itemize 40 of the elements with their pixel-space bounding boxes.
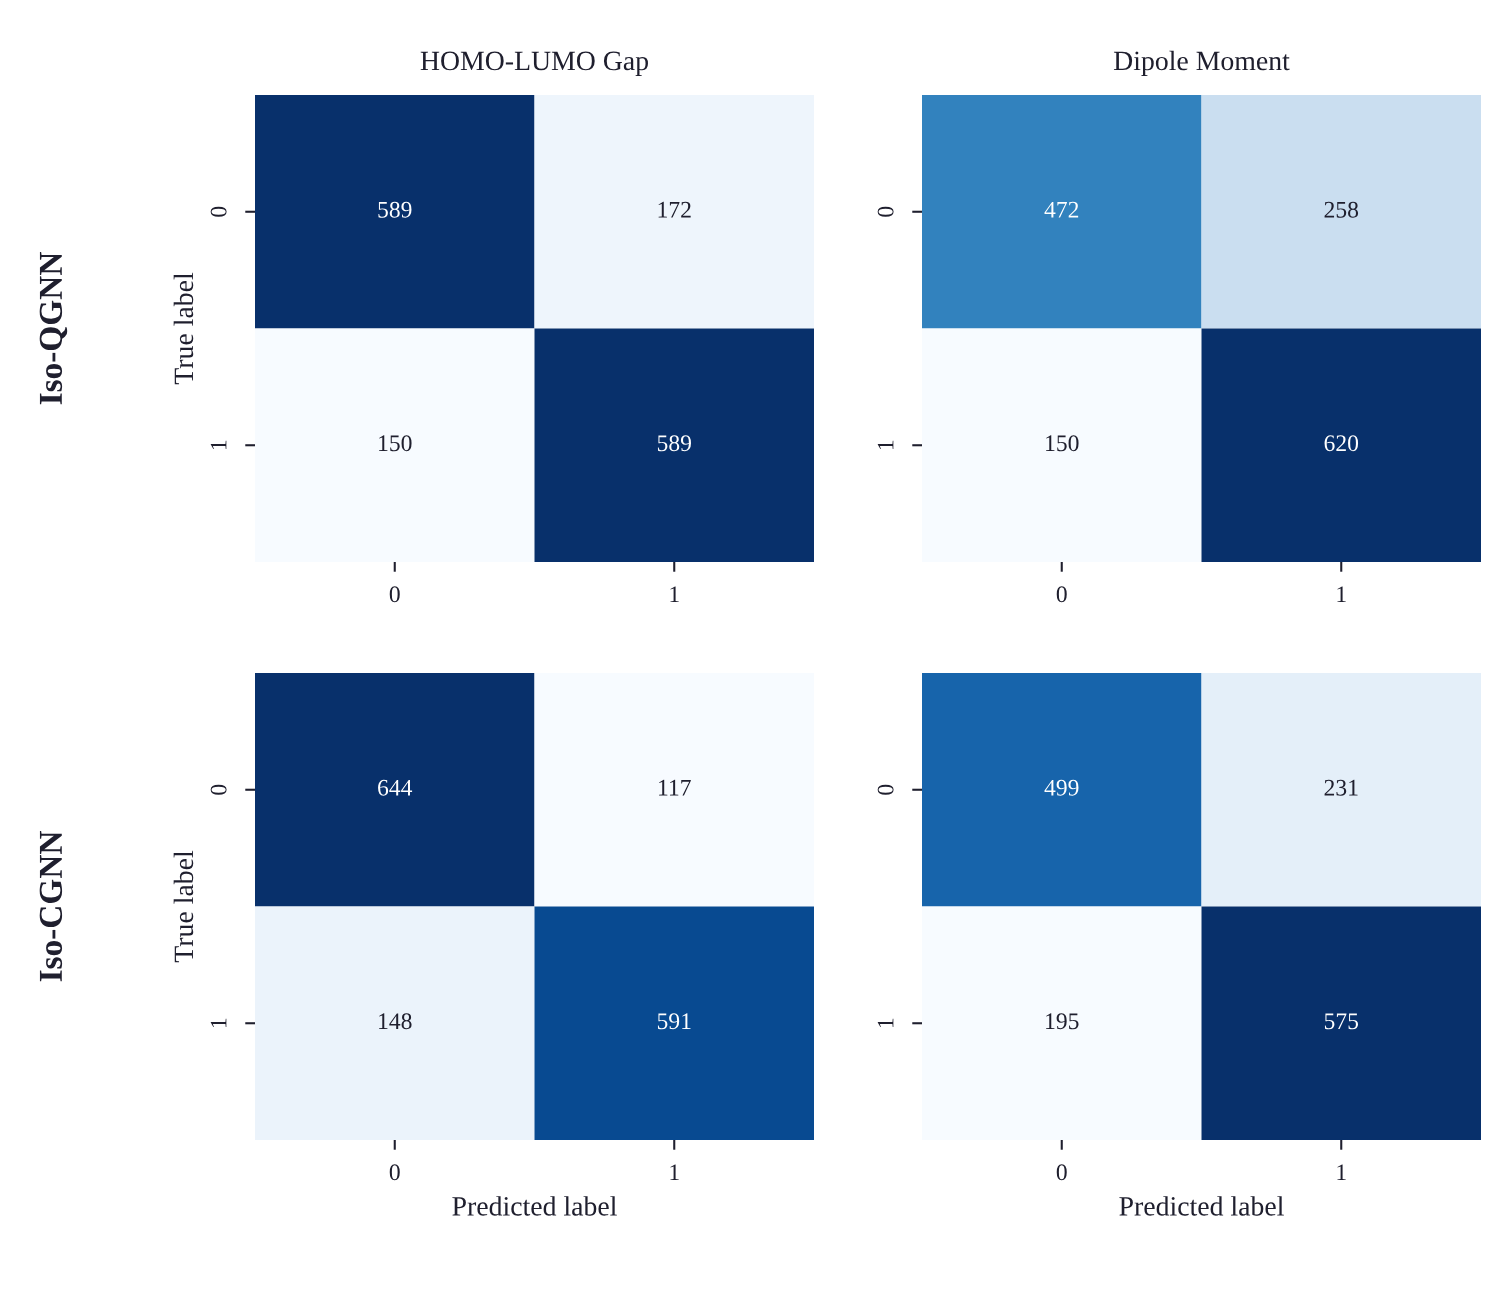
data-label: 620 bbox=[1324, 435, 1359, 452]
data-label: 644 bbox=[378, 779, 413, 796]
x-tick-label: 1 bbox=[1337, 1164, 1346, 1180]
y-tick-label: 1 bbox=[877, 1018, 894, 1028]
data-label: 150 bbox=[1046, 435, 1079, 452]
data-label: 589 bbox=[657, 435, 691, 452]
data-label: 148 bbox=[379, 1013, 412, 1030]
x-tick-label: 0 bbox=[389, 586, 400, 603]
x-axis-title: Predicted label bbox=[452, 1196, 617, 1216]
chart-title: Dipole Moment bbox=[1113, 50, 1290, 76]
x-tick-label: 0 bbox=[389, 1164, 400, 1181]
data-label: 150 bbox=[379, 435, 412, 452]
text: Iso-CGNN bbox=[39, 831, 63, 982]
data-label: 172 bbox=[658, 201, 691, 218]
data-label: 589 bbox=[378, 201, 412, 218]
y-axis-title: True label bbox=[173, 272, 194, 385]
y-tick-label: 1 bbox=[210, 1018, 227, 1028]
chart-title: HOMO-LUMO Gap bbox=[420, 51, 648, 76]
data-label: 499 bbox=[1044, 779, 1079, 796]
y-tick-label: 0 bbox=[210, 784, 227, 795]
text: Iso-QGNN bbox=[39, 252, 68, 405]
y-tick-label: 0 bbox=[877, 784, 894, 795]
y-axis-title: True label bbox=[173, 850, 194, 963]
x-tick-label: 1 bbox=[670, 1164, 679, 1180]
x-tick-label: 1 bbox=[1337, 586, 1346, 602]
x-tick-label: 1 bbox=[670, 586, 679, 602]
y-tick-label: 0 bbox=[877, 206, 894, 217]
data-label: 231 bbox=[1324, 779, 1358, 796]
data-label: 575 bbox=[1324, 1013, 1359, 1030]
x-tick-label: 0 bbox=[1056, 586, 1067, 603]
y-tick-label: 0 bbox=[210, 206, 227, 217]
x-axis-title: Predicted label bbox=[1119, 1196, 1284, 1216]
x-tick-label: 0 bbox=[1056, 1164, 1067, 1181]
data-label: 591 bbox=[657, 1013, 691, 1030]
data-label: 472 bbox=[1044, 201, 1079, 218]
y-tick-label: 1 bbox=[210, 440, 227, 450]
data-label: 117 bbox=[659, 779, 691, 796]
y-tick-label: 1 bbox=[877, 440, 894, 450]
data-label: 195 bbox=[1046, 1013, 1079, 1030]
data-label: 258 bbox=[1324, 201, 1359, 218]
